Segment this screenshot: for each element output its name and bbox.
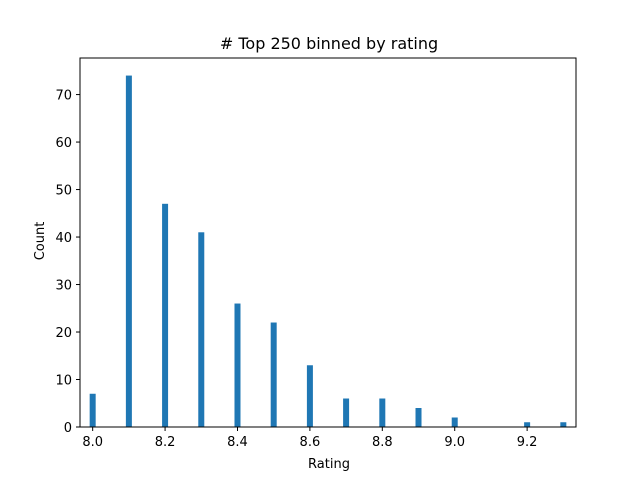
x-tick-label: 8.4 [227, 435, 248, 450]
y-tick-label: 50 [55, 184, 72, 199]
x-axis-ticks: 8.0 8.2 8.4 8.6 8.8 9.0 9.2 [82, 427, 537, 450]
y-tick-label: 60 [55, 136, 72, 151]
plot-frame [79, 57, 577, 428]
histogram-bar [343, 398, 350, 427]
histogram-bar [89, 393, 96, 427]
y-tick-label: 70 [55, 89, 72, 104]
histogram-bar [451, 417, 458, 427]
chart-title: # Top 250 binned by rating [220, 34, 438, 53]
y-axis-ticks: 0 10 20 30 40 50 60 70 [55, 89, 80, 436]
histogram-bar [560, 422, 567, 427]
histogram-bar [162, 203, 169, 427]
bars-layer [89, 75, 567, 427]
histogram-bar [270, 322, 277, 427]
y-tick-label: 10 [55, 374, 72, 389]
histogram-bar [379, 398, 386, 427]
histogram-bar [524, 422, 531, 427]
histogram-bar [125, 75, 132, 427]
y-axis-title: Count [33, 222, 48, 261]
y-tick-label: 30 [55, 279, 72, 294]
x-tick-label: 8.0 [82, 435, 103, 450]
y-tick-label: 0 [64, 421, 72, 436]
y-tick-label: 40 [55, 231, 72, 246]
x-tick-label: 9.0 [444, 435, 465, 450]
x-tick-label: 9.2 [517, 435, 538, 450]
x-axis-title: Rating [308, 457, 350, 472]
x-tick-label: 8.6 [300, 435, 321, 450]
x-tick-label: 8.8 [372, 435, 393, 450]
histogram-bar [234, 303, 241, 427]
x-tick-label: 8.2 [155, 435, 176, 450]
histogram-bar [306, 365, 313, 427]
histogram-bar [415, 408, 422, 427]
histogram-bar [198, 232, 205, 427]
y-tick-label: 20 [55, 326, 72, 341]
